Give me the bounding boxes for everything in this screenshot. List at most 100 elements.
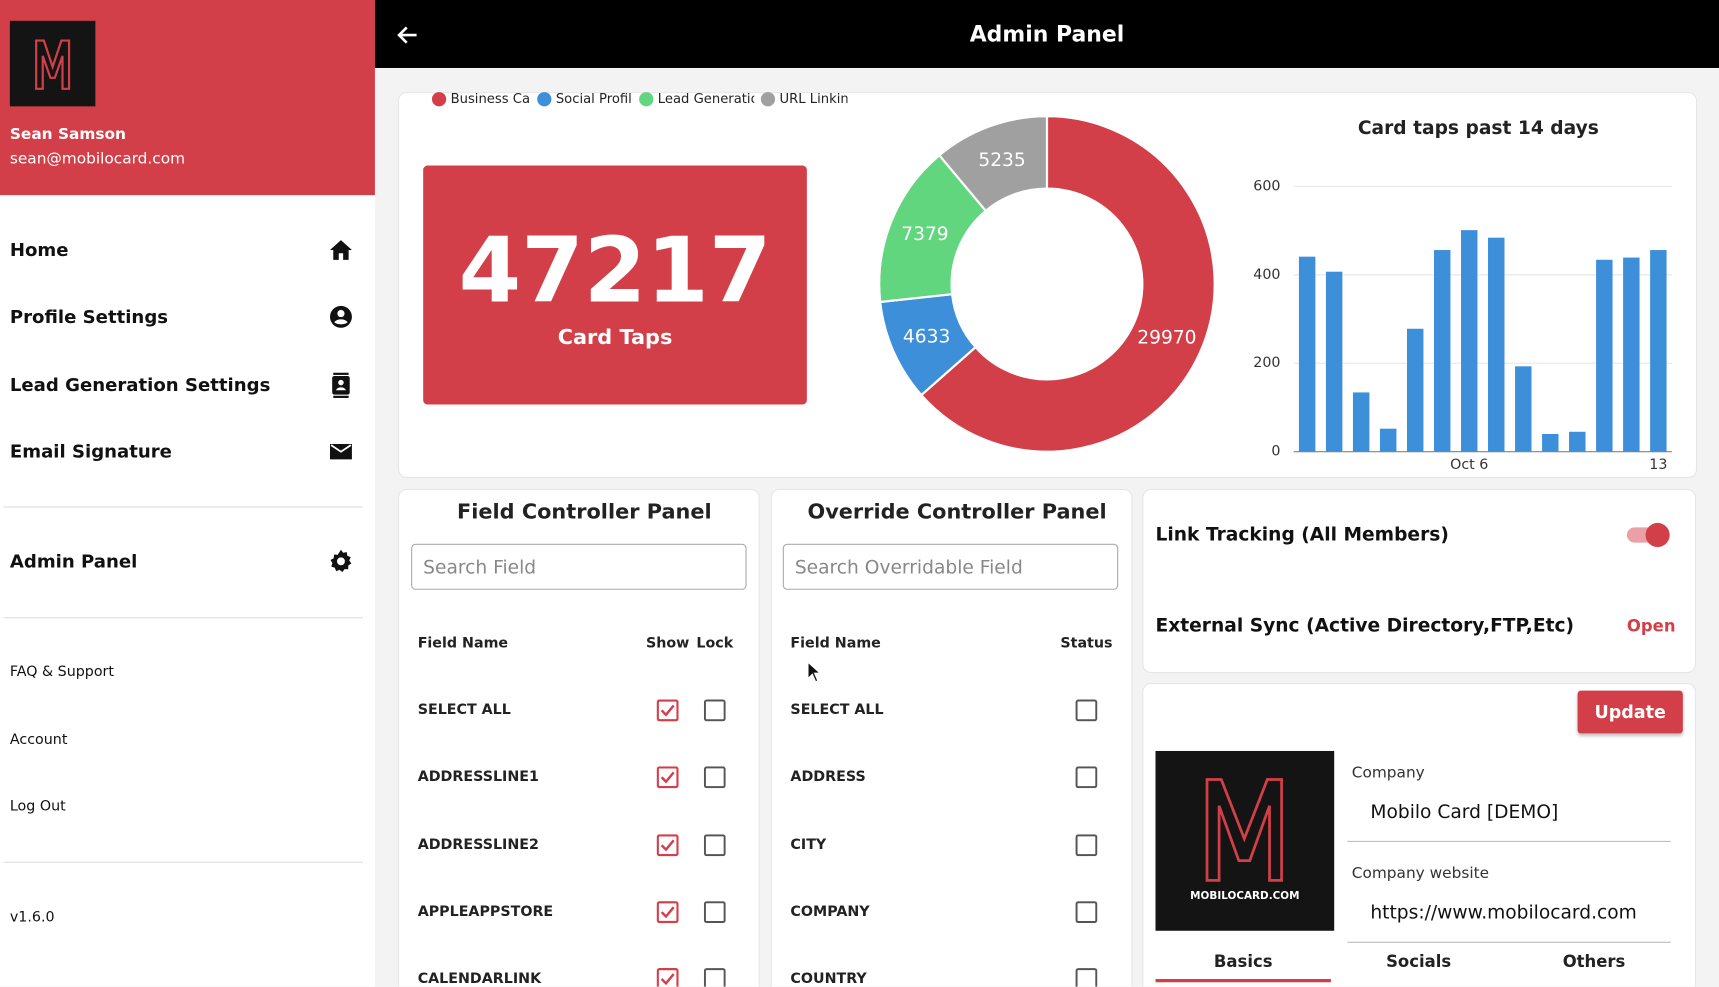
nav-item[interactable]: Profile Settings	[9, 306, 169, 328]
field-name: COUNTRY	[790, 970, 867, 987]
donut-slice	[937, 115, 1049, 213]
stat-value: 47217	[458, 219, 772, 324]
checkbox[interactable]	[656, 766, 679, 789]
x-tick-label: Oct 6	[1450, 457, 1488, 473]
legend-label: URL Linking	[779, 90, 847, 107]
column-header: Lock	[696, 635, 734, 652]
chart-title: Card taps past 14 days	[1358, 118, 1599, 139]
nav-item[interactable]: Email Signature	[9, 441, 172, 463]
field-label: Company	[1351, 764, 1425, 782]
nav-icon	[329, 305, 352, 328]
tab[interactable]: Socials	[1386, 951, 1452, 972]
stat-label: Card Taps	[557, 325, 673, 350]
setting-label: Link Tracking (All Members)	[1155, 524, 1449, 546]
version: v1.6.0	[9, 909, 55, 926]
y-tick-label: 600	[1253, 178, 1280, 194]
field-name: SELECT ALL	[417, 702, 511, 719]
column-header: Show	[645, 635, 690, 652]
panel-title: Override Controller Panel	[807, 499, 1107, 525]
bar	[1542, 433, 1559, 452]
checkbox[interactable]	[1075, 834, 1098, 857]
divider	[3, 506, 363, 508]
checkbox[interactable]	[703, 901, 726, 923]
slice-label: 29970	[1137, 327, 1196, 348]
checkbox[interactable]	[703, 968, 726, 987]
legend-label: Social Profile	[555, 90, 633, 107]
nav-item[interactable]: Admin Panel	[9, 550, 138, 572]
checkbox[interactable]	[1075, 699, 1098, 722]
checkbox[interactable]	[703, 766, 726, 789]
field-underline	[1347, 840, 1671, 842]
slice-label: 7379	[901, 224, 948, 245]
panel-title: Field Controller Panel	[457, 499, 712, 525]
page-title: Admin Panel	[969, 20, 1125, 48]
checkbox[interactable]	[656, 968, 679, 987]
legend-swatch	[639, 91, 654, 106]
checkbox[interactable]	[703, 834, 726, 857]
divider	[3, 861, 363, 863]
checkbox[interactable]	[703, 699, 726, 722]
top-bar	[374, 0, 1719, 68]
settings-card	[1142, 488, 1696, 674]
field-name: CITY	[790, 837, 827, 854]
legend-item: Business Card	[431, 90, 531, 107]
legend-swatch	[537, 91, 552, 106]
user-name: Sean Samson	[9, 126, 126, 144]
bar	[1406, 328, 1424, 452]
field-name: COMPANY	[790, 903, 870, 921]
field-name: SELECT ALL	[790, 702, 884, 719]
slice-label: 5235	[978, 150, 1025, 171]
tab[interactable]: Others	[1562, 951, 1626, 972]
logo-mark	[1205, 778, 1283, 882]
bar	[1488, 237, 1505, 452]
divider	[3, 617, 363, 619]
field-name: APPLEAPPSTORE	[417, 903, 554, 921]
checkbox[interactable]	[1075, 968, 1098, 987]
back-button[interactable]	[395, 22, 421, 48]
nav-icon	[330, 549, 352, 573]
y-tick-label: 0	[1271, 444, 1280, 460]
tab[interactable]: Basics	[1213, 951, 1273, 972]
legend-label: Business Card	[450, 90, 531, 107]
column-header: Status	[1060, 635, 1113, 652]
bar	[1379, 428, 1397, 452]
field-value[interactable]: https://www.mobilocard.com	[1370, 902, 1637, 925]
cursor	[807, 661, 822, 683]
nav-icon	[329, 240, 352, 260]
legend-swatch	[431, 91, 447, 106]
field-label: Company website	[1351, 864, 1490, 883]
legend-item: URL Linking	[760, 90, 847, 107]
field-value[interactable]: Mobilo Card [DEMO]	[1370, 801, 1559, 824]
tab-indicator	[1155, 978, 1331, 983]
nav-item[interactable]: FAQ & Support	[9, 663, 114, 681]
update-button[interactable]: Update	[1577, 690, 1683, 734]
field-name: ADDRESSLINE1	[417, 769, 539, 786]
user-email: sean@mobilocard.com	[9, 150, 186, 168]
checkbox[interactable]	[656, 699, 679, 722]
legend-label: Lead Generation	[657, 90, 754, 107]
company-logo: MOBILOCARD.COM	[1155, 750, 1335, 931]
nav-item[interactable]: Home	[9, 239, 69, 261]
open-link[interactable]: Open	[1626, 616, 1676, 636]
bar	[1461, 230, 1478, 452]
logo-text: MOBILOCARD.COM	[1190, 890, 1300, 903]
nav-item[interactable]: Log Out	[9, 798, 66, 816]
field-underline	[1347, 941, 1671, 943]
nav-item[interactable]: Account	[9, 731, 68, 749]
nav-item[interactable]: Lead Generation Settings	[9, 374, 271, 396]
search-input[interactable]: Search Field	[411, 543, 747, 590]
bar	[1623, 257, 1640, 452]
toggle[interactable]	[1625, 520, 1673, 551]
y-tick-label: 200	[1253, 355, 1280, 371]
logo	[9, 20, 96, 107]
slice-label: 4633	[903, 327, 950, 348]
field-name: ADDRESSLINE2	[417, 837, 539, 854]
x-tick-label: 13	[1649, 457, 1667, 473]
checkbox[interactable]	[656, 834, 679, 857]
bar	[1569, 431, 1586, 452]
checkbox[interactable]	[1075, 901, 1098, 923]
search-input[interactable]: Search Overridable Field	[782, 543, 1119, 590]
checkbox[interactable]	[656, 901, 679, 924]
checkbox[interactable]	[1075, 766, 1098, 789]
